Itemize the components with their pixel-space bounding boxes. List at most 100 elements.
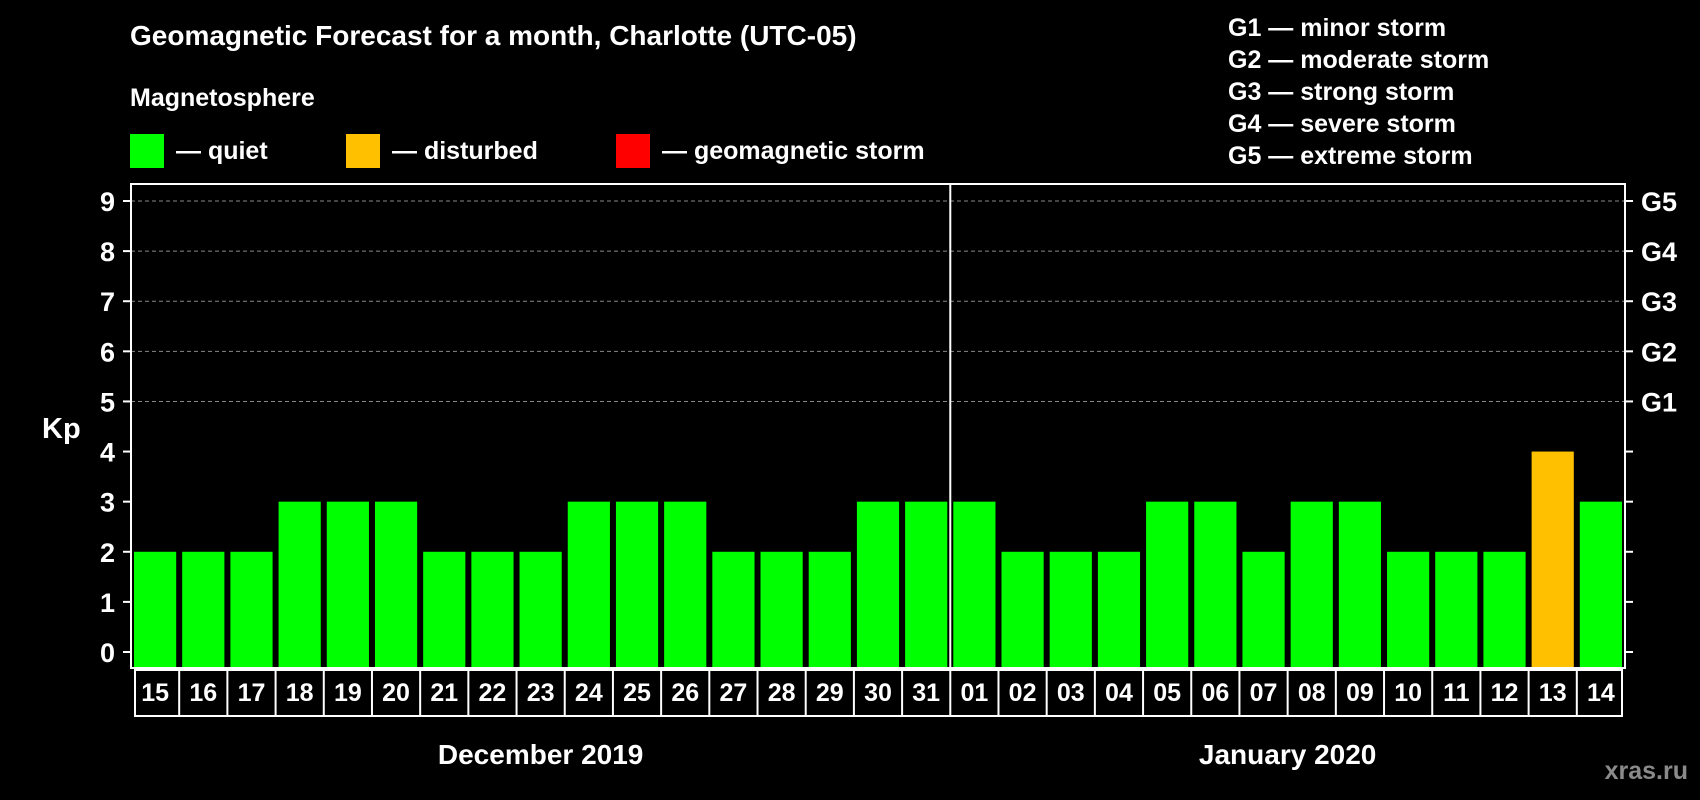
bar-30 (856, 501, 900, 668)
ytick-label-6: 6 (100, 337, 115, 367)
legend-quiet-label: — quiet (176, 136, 268, 165)
month-label-1: January 2020 (1199, 739, 1376, 770)
date-label-07: 07 (1250, 679, 1278, 707)
legend-disturbed-label: — disturbed (392, 136, 538, 165)
date-label-14: 14 (1587, 679, 1615, 707)
right-axis-label-g3: G3 (1641, 287, 1677, 317)
date-label-08: 08 (1298, 679, 1326, 707)
date-label-20: 20 (382, 679, 410, 707)
y-axis-label: Kp (42, 413, 81, 445)
bar-24 (567, 501, 610, 668)
right-axis-label-g2: G2 (1641, 337, 1677, 367)
bar-12 (1483, 551, 1526, 668)
ytick-label-0: 0 (100, 638, 115, 668)
bar-07 (1242, 551, 1285, 668)
date-label-11: 11 (1443, 679, 1470, 707)
bar-11 (1435, 551, 1478, 668)
legend-disturbed: — disturbed (346, 134, 538, 168)
legend-quiet: — quiet (130, 134, 268, 168)
ytick-label-3: 3 (100, 488, 115, 518)
date-label-24: 24 (575, 679, 603, 707)
right-axis-label-g1: G1 (1641, 387, 1677, 417)
date-label-02: 02 (1009, 679, 1037, 707)
date-label-18: 18 (286, 679, 314, 707)
date-label-06: 06 (1201, 679, 1229, 707)
bar-29 (808, 551, 851, 668)
date-label-31: 31 (912, 679, 940, 707)
ytick-label-5: 5 (100, 387, 115, 417)
bar-06 (1194, 501, 1237, 668)
date-label-09: 09 (1346, 679, 1374, 707)
date-label-13: 13 (1539, 679, 1567, 707)
bar-03 (1049, 551, 1092, 668)
bar-05 (1146, 501, 1189, 668)
legend-quiet-swatch (130, 134, 164, 168)
bar-16 (182, 551, 225, 668)
plot-frame (130, 183, 1626, 669)
date-label-10: 10 (1394, 679, 1422, 707)
ytick-label-4: 4 (100, 438, 115, 468)
legend-storm-swatch (616, 134, 650, 168)
ytick-label-8: 8 (100, 237, 115, 267)
right-axis-label-g4: G4 (1641, 237, 1677, 267)
date-label-04: 04 (1105, 679, 1133, 707)
ytick-label-2: 2 (100, 538, 115, 568)
date-label-26: 26 (671, 679, 699, 707)
watermark: xras.ru (1604, 757, 1688, 785)
bar-28 (760, 551, 803, 668)
bar-27 (712, 551, 755, 668)
bars (134, 451, 1622, 668)
bar-25 (615, 501, 659, 668)
ytick-label-7: 7 (100, 287, 115, 317)
date-label-28: 28 (768, 679, 796, 707)
storm-scale-g2: G2 — moderate storm (1228, 46, 1490, 74)
date-label-23: 23 (527, 679, 555, 707)
date-label-05: 05 (1153, 679, 1181, 707)
right-axis-label-g5: G5 (1641, 187, 1677, 217)
month-label-0: December 2019 (438, 739, 643, 770)
bar-02 (1001, 551, 1044, 668)
date-label-01: 01 (960, 679, 988, 707)
date-label-15: 15 (141, 679, 169, 707)
bar-20 (374, 501, 418, 668)
bar-14 (1579, 501, 1622, 668)
bar-01 (953, 501, 996, 668)
gridlines (131, 200, 1625, 402)
bar-21 (423, 551, 466, 668)
date-label-12: 12 (1491, 679, 1519, 707)
legend-storm-label: — geomagnetic storm (662, 136, 925, 165)
bar-17 (230, 551, 273, 668)
bar-26 (664, 501, 707, 668)
bar-31 (905, 501, 948, 668)
bar-23 (519, 551, 562, 668)
date-label-22: 22 (479, 679, 507, 707)
date-label-30: 30 (864, 679, 892, 707)
date-label-17: 17 (238, 679, 266, 707)
axes (123, 183, 1633, 717)
storm-scale-legend: G1 — minor storm G2 — moderate storm G3 … (1228, 12, 1489, 172)
bar-18 (278, 501, 321, 668)
bar-22 (471, 551, 514, 668)
date-label-03: 03 (1057, 679, 1085, 707)
bar-15 (134, 551, 177, 668)
date-label-16: 16 (189, 679, 217, 707)
date-label-29: 29 (816, 679, 844, 707)
storm-scale-g1: G1 — minor storm (1228, 14, 1447, 42)
storm-scale-g4: G4 — severe storm (1228, 110, 1456, 138)
date-label-25: 25 (623, 679, 651, 707)
bar-19 (326, 501, 369, 668)
bar-13 (1531, 451, 1574, 668)
ytick-label-1: 1 (100, 588, 115, 618)
date-label-19: 19 (334, 679, 362, 707)
date-label-21: 21 (430, 679, 458, 707)
legend-storm: — geomagnetic storm (616, 134, 925, 168)
date-row-frame (134, 669, 1623, 717)
legend-heading: Magnetosphere (130, 84, 315, 112)
bar-08 (1290, 501, 1333, 668)
chart-title: Geomagnetic Forecast for a month, Charlo… (130, 20, 857, 51)
bar-09 (1338, 501, 1382, 668)
storm-scale-g5: G5 — extreme storm (1228, 142, 1473, 170)
date-label-27: 27 (720, 679, 748, 707)
